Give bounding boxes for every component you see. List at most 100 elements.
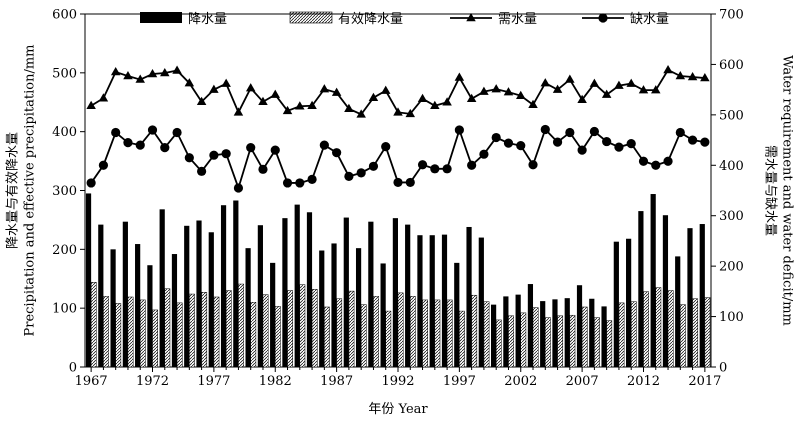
bar-effective-precipitation (495, 319, 502, 368)
point-water-deficit (577, 145, 587, 155)
point-water-deficit (282, 178, 293, 188)
point-water-requirement (675, 71, 686, 80)
bar-effective-precipitation (164, 288, 171, 368)
point-water-requirement (135, 74, 145, 83)
point-water-requirement (160, 68, 170, 77)
point-water-requirement (589, 78, 600, 87)
point-water-requirement (221, 78, 231, 87)
point-water-requirement (331, 87, 342, 96)
point-water-requirement (466, 93, 477, 102)
x-axis-title: 年份 Year (368, 402, 428, 417)
bar-precipitation (687, 228, 693, 367)
left-axis-title-line: 降水量与有效降水量 (6, 132, 21, 249)
point-water-requirement (442, 97, 452, 106)
x-tick-label: 1977 (197, 374, 230, 389)
point-water-requirement (344, 103, 354, 113)
point-water-requirement (233, 107, 244, 116)
legend-label: 需水量 (498, 12, 537, 27)
bar-effective-precipitation (434, 299, 441, 368)
bar-effective-precipitation (176, 302, 183, 368)
left-tick-label: 600 (52, 8, 77, 23)
point-water-deficit (454, 125, 464, 135)
x-tick-label: 1987 (320, 374, 353, 389)
point-water-deficit (417, 160, 428, 170)
bar-effective-precipitation (692, 298, 699, 368)
point-water-requirement (528, 99, 538, 109)
left-axis-title-line: Precipitation and effective precipitatio… (23, 44, 38, 336)
point-water-requirement (86, 100, 96, 110)
right-tick-label: 100 (719, 310, 744, 325)
point-water-deficit (528, 160, 538, 170)
bar-effective-precipitation (680, 304, 686, 368)
point-water-requirement (258, 96, 268, 105)
bar-precipitation (527, 284, 534, 367)
bar-precipitation (552, 299, 558, 367)
point-water-deficit (675, 127, 685, 138)
point-water-deficit (160, 143, 170, 153)
point-water-deficit (700, 137, 710, 147)
legend-item: 缺水量 (582, 12, 669, 27)
point-water-requirement (368, 92, 379, 101)
left-tick-label: 0 (69, 361, 77, 376)
point-water-deficit (356, 168, 366, 178)
point-water-requirement (552, 84, 563, 93)
left-tick-label: 400 (52, 125, 77, 140)
bar-precipitation (589, 298, 595, 367)
point-water-requirement (430, 100, 440, 110)
point-water-deficit (295, 178, 305, 188)
point-water-deficit (332, 148, 342, 158)
bar-effective-precipitation (655, 287, 662, 368)
bar-effective-precipitation (373, 296, 379, 368)
right-tick-label: 0 (719, 361, 727, 376)
bar-effective-precipitation (250, 302, 257, 368)
right-tick-label: 200 (719, 260, 744, 275)
legend-item: 有效降水量 (289, 11, 403, 27)
right-axis-title-line: Water requirement and water deficit/mm (780, 55, 795, 326)
point-water-deficit (197, 166, 207, 176)
bar-precipitation (576, 285, 583, 367)
bar-precipitation (478, 237, 484, 367)
right-tick-label: 300 (719, 209, 744, 224)
bar-effective-precipitation (152, 309, 158, 368)
axes: 0 100 200 300 400 500 600 0 100 200 300 400 500 600 70… (52, 8, 744, 390)
bar-effective-precipitation (201, 292, 208, 368)
point-water-requirement (601, 89, 612, 98)
bar-precipitation (245, 248, 251, 367)
right-tick-label: 500 (719, 108, 744, 123)
bar-effective-precipitation (606, 320, 613, 368)
bar-effective-precipitation (594, 317, 600, 368)
left-tick-label: 200 (52, 243, 77, 258)
legend-triangle-marker (466, 13, 476, 22)
bar-precipitation (306, 212, 313, 367)
bar-precipitation (294, 204, 300, 367)
bar-precipitation (98, 224, 104, 367)
point-water-deficit (233, 183, 244, 193)
point-water-requirement (503, 87, 514, 96)
bar-effective-precipitation (213, 296, 220, 368)
point-water-deficit (626, 139, 636, 149)
bar-effective-precipitation (545, 317, 551, 368)
bar-effective-precipitation (704, 297, 711, 368)
point-water-deficit (467, 160, 477, 170)
bar-effective-precipitation (630, 301, 637, 368)
point-water-deficit (381, 142, 391, 152)
point-water-requirement (565, 74, 575, 83)
bar-precipitation (220, 205, 227, 367)
left-tick-label: 300 (52, 184, 77, 199)
bar-effective-precipitation (643, 291, 649, 368)
point-water-deficit (147, 125, 158, 135)
point-water-deficit (405, 177, 415, 188)
point-water-deficit (663, 156, 673, 166)
x-tick-label: 2002 (504, 374, 537, 389)
bar-effective-precipitation (569, 314, 576, 368)
point-water-deficit (123, 137, 133, 148)
point-water-deficit (368, 161, 379, 171)
point-water-deficit (503, 138, 514, 148)
point-water-deficit (393, 177, 403, 188)
bar-precipitation (564, 298, 570, 367)
bar-precipitation (662, 215, 669, 367)
point-water-requirement (184, 78, 195, 87)
bar-effective-precipitation (262, 294, 269, 368)
bar-effective-precipitation (103, 296, 109, 368)
point-water-deficit (552, 137, 563, 147)
